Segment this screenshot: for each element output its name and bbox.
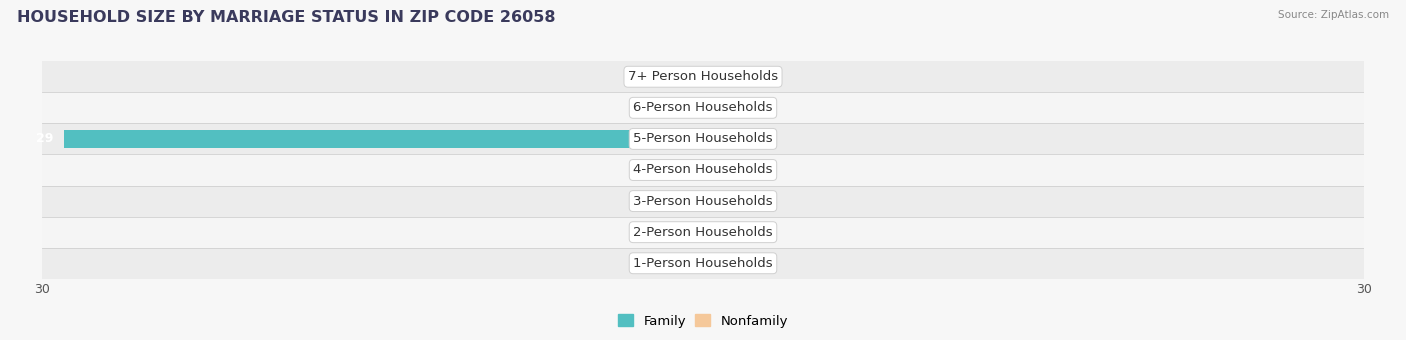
- Text: 0: 0: [761, 70, 768, 83]
- Text: 3-Person Households: 3-Person Households: [633, 194, 773, 208]
- Text: 0: 0: [761, 194, 768, 208]
- Bar: [655, 254, 703, 272]
- Bar: [703, 161, 751, 179]
- Text: Source: ZipAtlas.com: Source: ZipAtlas.com: [1278, 10, 1389, 20]
- Bar: [42, 248, 1364, 279]
- Bar: [703, 254, 751, 272]
- Text: 0: 0: [638, 164, 645, 176]
- Text: HOUSEHOLD SIZE BY MARRIAGE STATUS IN ZIP CODE 26058: HOUSEHOLD SIZE BY MARRIAGE STATUS IN ZIP…: [17, 10, 555, 25]
- Text: 2-Person Households: 2-Person Households: [633, 226, 773, 239]
- Legend: Family, Nonfamily: Family, Nonfamily: [612, 309, 794, 333]
- Bar: [42, 92, 1364, 123]
- Text: 4-Person Households: 4-Person Households: [633, 164, 773, 176]
- Text: 1-Person Households: 1-Person Households: [633, 257, 773, 270]
- Bar: [42, 217, 1364, 248]
- Bar: [65, 130, 703, 148]
- Text: 7+ Person Households: 7+ Person Households: [628, 70, 778, 83]
- Bar: [42, 123, 1364, 154]
- Text: 0: 0: [761, 226, 768, 239]
- Text: 0: 0: [638, 70, 645, 83]
- Text: 2: 2: [640, 226, 648, 239]
- Bar: [703, 130, 751, 148]
- Text: 0: 0: [638, 194, 645, 208]
- Bar: [42, 61, 1364, 92]
- Bar: [655, 161, 703, 179]
- Text: 0: 0: [638, 101, 645, 114]
- Bar: [655, 68, 703, 86]
- Bar: [703, 99, 751, 117]
- Bar: [42, 154, 1364, 186]
- Text: 0: 0: [761, 257, 768, 270]
- Bar: [655, 192, 703, 210]
- Text: 6-Person Households: 6-Person Households: [633, 101, 773, 114]
- Text: 5-Person Households: 5-Person Households: [633, 132, 773, 146]
- Bar: [703, 223, 751, 241]
- Bar: [655, 99, 703, 117]
- Bar: [703, 192, 751, 210]
- Text: 29: 29: [35, 132, 53, 146]
- Text: 0: 0: [761, 164, 768, 176]
- Text: 0: 0: [761, 101, 768, 114]
- Text: 0: 0: [638, 257, 645, 270]
- Text: 0: 0: [761, 132, 768, 146]
- Bar: [42, 186, 1364, 217]
- Bar: [659, 223, 703, 241]
- Bar: [703, 68, 751, 86]
